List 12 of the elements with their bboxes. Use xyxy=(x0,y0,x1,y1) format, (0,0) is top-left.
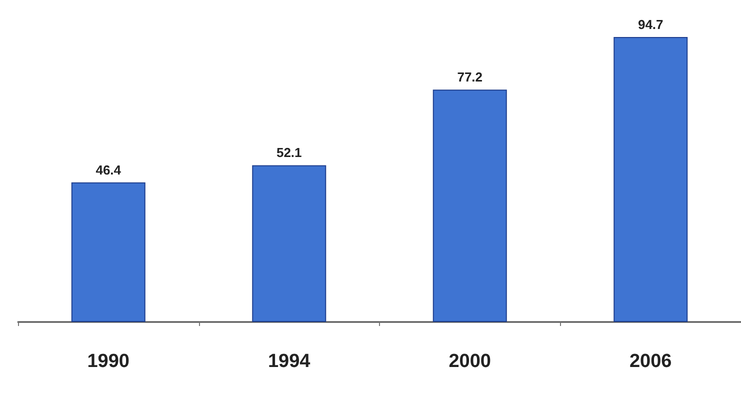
x-tick-label: 1994 xyxy=(268,351,311,372)
data-label: 52.1 xyxy=(276,145,302,160)
data-label: 77.2 xyxy=(457,70,483,85)
x-tick-label: 2006 xyxy=(629,351,672,372)
bar xyxy=(614,37,688,322)
bar xyxy=(252,165,326,322)
data-label: 94.7 xyxy=(638,17,664,32)
bar xyxy=(432,90,507,322)
data-label: 46.4 xyxy=(96,162,122,178)
bar xyxy=(71,182,146,322)
x-tick-label: 1990 xyxy=(87,351,130,372)
x-tick-label: 2000 xyxy=(448,351,492,372)
